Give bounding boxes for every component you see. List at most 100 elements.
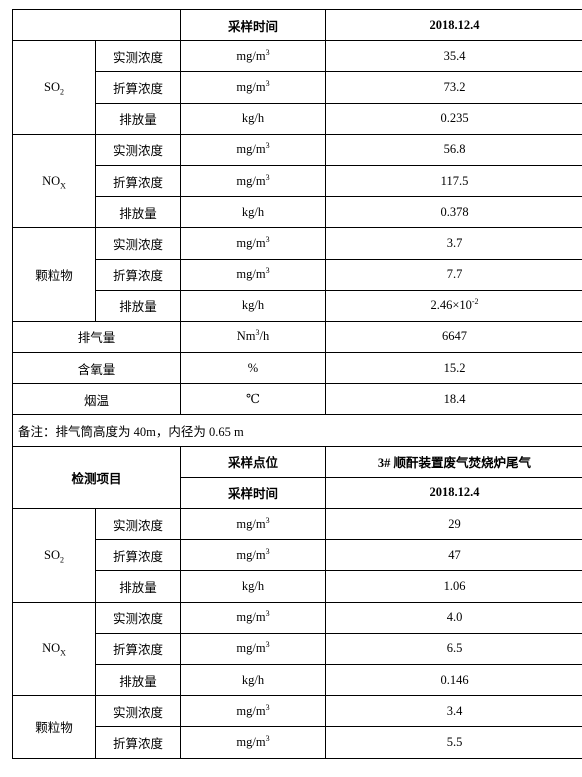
unit-cell: Nm3/h — [181, 321, 326, 352]
table-row: 折算浓度 mg/m3 6.5 — [13, 633, 582, 664]
table-row: 折算浓度 mg/m3 73.2 — [13, 72, 582, 103]
metric-label: 实测浓度 — [96, 509, 181, 540]
unit-cell: mg/m3 — [181, 41, 326, 72]
table-row: 排放量 kg/h 0.235 — [13, 103, 582, 134]
sampling-time-label: 采样时间 — [181, 10, 326, 41]
table-row: 折算浓度 mg/m3 117.5 — [13, 165, 582, 196]
value-cell: 0.378 — [326, 197, 582, 228]
table-row: SO2 实测浓度 mg/m3 35.4 — [13, 41, 582, 72]
metric-label: 排放量 — [96, 571, 181, 602]
monitoring-table: 采样时间 2018.12.4 SO2 实测浓度 mg/m3 35.4 折算浓度 … — [12, 9, 582, 759]
metric-label: 实测浓度 — [96, 134, 181, 165]
metric-label: 含氧量 — [13, 353, 181, 384]
table-row: 折算浓度 mg/m3 5.5 — [13, 727, 582, 758]
table-row: NOX 实测浓度 mg/m3 4.0 — [13, 602, 582, 633]
table-row: 排放量 kg/h 2.46×10-2 — [13, 290, 582, 321]
unit-cell: ℃ — [181, 384, 326, 415]
sampling-date: 2018.12.4 — [326, 477, 582, 508]
metric-label: 排气量 — [13, 321, 181, 352]
value-cell: 56.8 — [326, 134, 582, 165]
table-row: 排放量 kg/h 0.146 — [13, 664, 582, 695]
unit-cell: mg/m3 — [181, 134, 326, 165]
sampling-point-label: 采样点位 — [181, 446, 326, 477]
metric-label: 排放量 — [96, 103, 181, 134]
metric-label: 折算浓度 — [96, 727, 181, 758]
metric-label: 折算浓度 — [96, 259, 181, 290]
value-cell: 5.5 — [326, 727, 582, 758]
value-cell: 15.2 — [326, 353, 582, 384]
value-cell: 6.5 — [326, 633, 582, 664]
value-cell: 3.4 — [326, 696, 582, 727]
value-cell: 2.46×10-2 — [326, 290, 582, 321]
table-row: NOX 实测浓度 mg/m3 56.8 — [13, 134, 582, 165]
table-row: 排放量 kg/h 0.378 — [13, 197, 582, 228]
metric-label: 烟温 — [13, 384, 181, 415]
table1-header-row: 采样时间 2018.12.4 — [13, 10, 582, 41]
unit-cell: mg/m3 — [181, 259, 326, 290]
pollutant-so2: SO2 — [13, 41, 96, 135]
table-row: 颗粒物 实测浓度 mg/m3 3.4 — [13, 696, 582, 727]
unit-cell: mg/m3 — [181, 633, 326, 664]
sampling-time-label: 采样时间 — [181, 477, 326, 508]
value-cell: 6647 — [326, 321, 582, 352]
unit-cell: mg/m3 — [181, 540, 326, 571]
metric-label: 实测浓度 — [96, 602, 181, 633]
value-cell: 35.4 — [326, 41, 582, 72]
table-row: 颗粒物 实测浓度 mg/m3 3.7 — [13, 228, 582, 259]
pollutant-nox: NOX — [13, 602, 96, 696]
unit-cell: mg/m3 — [181, 72, 326, 103]
value-cell: 47 — [326, 540, 582, 571]
table-row: SO2 实测浓度 mg/m3 29 — [13, 509, 582, 540]
table-row: 折算浓度 mg/m3 7.7 — [13, 259, 582, 290]
table-body: 采样时间 2018.12.4 SO2 实测浓度 mg/m3 35.4 折算浓度 … — [13, 10, 582, 759]
unit-cell: kg/h — [181, 664, 326, 695]
unit-cell: mg/m3 — [181, 165, 326, 196]
metric-label: 折算浓度 — [96, 72, 181, 103]
pollutant-nox: NOX — [13, 134, 96, 228]
metric-label: 折算浓度 — [96, 165, 181, 196]
table-row: 排放量 kg/h 1.06 — [13, 571, 582, 602]
unit-cell: mg/m3 — [181, 509, 326, 540]
pollutant-particulates: 颗粒物 — [13, 228, 96, 322]
table-row: 烟温 ℃ 18.4 — [13, 384, 582, 415]
unit-cell: kg/h — [181, 103, 326, 134]
value-cell: 7.7 — [326, 259, 582, 290]
metric-label: 实测浓度 — [96, 696, 181, 727]
metric-label: 折算浓度 — [96, 633, 181, 664]
metric-label: 排放量 — [96, 197, 181, 228]
unit-cell: mg/m3 — [181, 696, 326, 727]
pollutant-particulates: 颗粒物 — [13, 696, 96, 758]
unit-cell: kg/h — [181, 571, 326, 602]
value-cell: 73.2 — [326, 72, 582, 103]
header-blank-cell — [13, 10, 181, 41]
value-cell: 1.06 — [326, 571, 582, 602]
table-row: 排气量 Nm3/h 6647 — [13, 321, 582, 352]
metric-label: 折算浓度 — [96, 540, 181, 571]
unit-cell: kg/h — [181, 290, 326, 321]
table2-header-row: 检测项目 采样点位 3# 顺酐装置废气焚烧炉尾气 — [13, 446, 582, 477]
value-cell: 117.5 — [326, 165, 582, 196]
metric-label: 实测浓度 — [96, 228, 181, 259]
table-row: 折算浓度 mg/m3 47 — [13, 540, 582, 571]
value-cell: 3.7 — [326, 228, 582, 259]
table-row: 含氧量 % 15.2 — [13, 353, 582, 384]
pollutant-so2: SO2 — [13, 509, 96, 603]
unit-cell: % — [181, 353, 326, 384]
test-item-label: 检测项目 — [13, 446, 181, 508]
metric-label: 排放量 — [96, 290, 181, 321]
value-cell: 4.0 — [326, 602, 582, 633]
unit-cell: mg/m3 — [181, 727, 326, 758]
sampling-date: 2018.12.4 — [326, 10, 582, 41]
value-cell: 29 — [326, 509, 582, 540]
value-cell: 0.146 — [326, 664, 582, 695]
sampling-point-value: 3# 顺酐装置废气焚烧炉尾气 — [326, 446, 582, 477]
value-cell: 0.235 — [326, 103, 582, 134]
value-cell: 18.4 — [326, 384, 582, 415]
metric-label: 实测浓度 — [96, 41, 181, 72]
unit-cell: mg/m3 — [181, 228, 326, 259]
remark-note: 备注：排气筒高度为 40m，内径为 0.65 m — [13, 415, 582, 446]
unit-cell: kg/h — [181, 197, 326, 228]
metric-label: 排放量 — [96, 664, 181, 695]
note-row: 备注：排气筒高度为 40m，内径为 0.65 m — [13, 415, 582, 446]
unit-cell: mg/m3 — [181, 602, 326, 633]
